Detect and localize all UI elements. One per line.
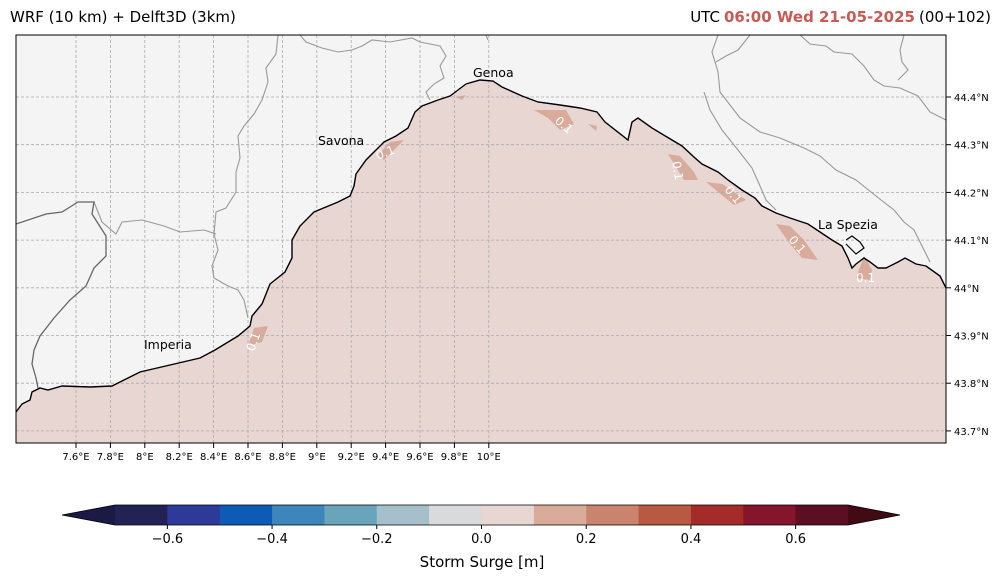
colorbar-bin (743, 505, 797, 525)
colorbar-bin (481, 505, 535, 525)
lon-tick-label: 8.4°E (200, 452, 227, 463)
contour-label: 0.1 (856, 271, 875, 285)
colorbar-bin (167, 505, 221, 525)
city-labels: Genoa Savona La Spezia Imperia (144, 65, 878, 352)
colorbar-bin (533, 505, 587, 525)
lon-tick-label: 10°E (477, 452, 501, 463)
lat-tick-label: 44°N (954, 284, 979, 295)
surge-patches (248, 95, 872, 346)
lat-tick-label: 43.7°N (954, 427, 989, 438)
colorbar (61, 504, 901, 526)
coastline (16, 79, 946, 413)
contour-label: 0.1 (374, 143, 397, 163)
colorbar-bin (690, 505, 744, 525)
lat-tick-label: 43.9°N (954, 332, 989, 343)
lon-tick-label: 9.2°E (338, 452, 365, 463)
colorbar-bin (795, 505, 849, 525)
admin-borders (93, 35, 946, 319)
city-label-imperia: Imperia (144, 337, 192, 352)
lon-tick-label: 9°E (308, 452, 326, 463)
lon-tick-label: 8.8°E (269, 452, 296, 463)
latitude-axis: 44.4°N 44.3°N 44.2°N 44.1°N 44°N 43.9°N 43.8°N… (946, 93, 989, 438)
lat-tick-label: 43.8°N (954, 379, 989, 390)
colorbar-tick-label: 0.0 (471, 532, 492, 547)
colorbar-bin (638, 505, 692, 525)
colorbar-label: Storm Surge [m] (419, 553, 545, 571)
lon-tick-label: 7.6°E (62, 452, 89, 463)
colorbar-bin (376, 505, 430, 525)
colorbar-outline (61, 504, 901, 526)
colorbar-bin (219, 505, 273, 525)
colorbar-extend-low (62, 505, 115, 525)
lon-tick-label: 7.8°E (97, 452, 124, 463)
lon-tick-label: 9.8°E (441, 452, 468, 463)
contour-label: 0.1 (244, 330, 264, 353)
colorbar-bin (324, 505, 378, 525)
model-title: WRF (10 km) + Delft3D (3km) (10, 8, 236, 26)
colorbar-ticks: −0.6 −0.4 −0.2 0.0 0.2 0.4 0.6 (152, 525, 806, 547)
lat-tick-label: 44.1°N (954, 236, 989, 247)
lead-time: (00+102) (919, 8, 991, 26)
colorbar-tick-label: 0.2 (576, 532, 597, 547)
colorbar-tick-label: 0.6 (785, 532, 806, 547)
lat-tick-label: 44.3°N (954, 141, 989, 152)
graticule (16, 35, 946, 443)
forecast-time: UTC 06:00 Wed 21-05-2025 (00+102) (686, 8, 991, 26)
colorbar-extend-high (848, 505, 900, 525)
country-border (16, 201, 107, 389)
plot-frame (15, 34, 947, 444)
lat-tick-label: 44.2°N (954, 188, 989, 199)
forecast-datetime: 06:00 Wed 21-05-2025 (723, 8, 915, 26)
lon-tick-label: 9.6°E (406, 452, 433, 463)
lon-tick-label: 9.4°E (372, 452, 399, 463)
lon-tick-label: 8°E (136, 452, 154, 463)
colorbar-bin (272, 505, 325, 525)
colorbar-bin (115, 505, 168, 525)
colorbar-bin (429, 505, 482, 525)
lat-tick-label: 44.4°N (954, 93, 989, 104)
lon-tick-label: 8.2°E (166, 452, 193, 463)
contour-label: 0.1 (669, 160, 686, 181)
city-label-savona: Savona (318, 133, 364, 148)
city-label-genoa: Genoa (473, 65, 514, 80)
longitude-axis: 7.6°E 7.8°E 8°E 8.2°E 8.4°E 8.6°E 8.8°E 9°E 9.2°… (62, 443, 501, 463)
lon-tick-label: 8.6°E (234, 452, 261, 463)
colorbar-bin (586, 505, 640, 525)
colorbar-tick-label: −0.6 (152, 532, 184, 547)
utc-prefix: UTC (690, 8, 720, 26)
colorbar-tick-label: 0.4 (681, 532, 702, 547)
sea-area (16, 80, 946, 443)
la-spezia-gulf-coast (845, 235, 865, 255)
colorbar-tick-label: −0.2 (361, 532, 393, 547)
colorbar-tick-label: −0.4 (256, 532, 288, 547)
city-label-la-spezia: La Spezia (818, 217, 878, 232)
